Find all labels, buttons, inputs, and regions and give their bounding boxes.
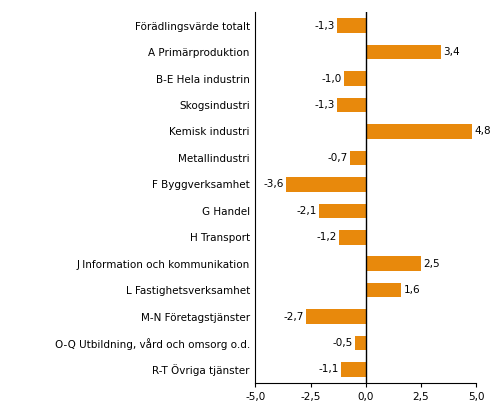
Bar	[366, 283, 401, 297]
Text: -2,7: -2,7	[284, 312, 304, 322]
Text: -0,7: -0,7	[328, 153, 348, 163]
Text: -1,3: -1,3	[315, 21, 335, 31]
Bar	[319, 203, 366, 218]
Text: -1,2: -1,2	[317, 232, 337, 242]
Bar	[351, 151, 366, 165]
Bar	[337, 18, 366, 33]
Bar	[337, 98, 366, 112]
Bar	[286, 177, 366, 192]
Bar	[339, 230, 366, 245]
Bar	[306, 310, 366, 324]
Text: -1,0: -1,0	[321, 74, 341, 84]
Text: -1,1: -1,1	[319, 364, 339, 374]
Text: 1,6: 1,6	[404, 285, 420, 295]
Text: -1,3: -1,3	[315, 100, 335, 110]
Text: 4,8: 4,8	[474, 126, 491, 136]
Bar	[366, 256, 421, 271]
Bar	[341, 362, 366, 377]
Bar	[344, 71, 366, 86]
Bar	[355, 336, 366, 350]
Text: -2,1: -2,1	[297, 206, 317, 216]
Text: -3,6: -3,6	[264, 179, 284, 189]
Text: 2,5: 2,5	[423, 259, 440, 269]
Bar	[366, 45, 441, 59]
Text: -0,5: -0,5	[332, 338, 353, 348]
Bar	[366, 124, 472, 139]
Text: 3,4: 3,4	[443, 47, 460, 57]
